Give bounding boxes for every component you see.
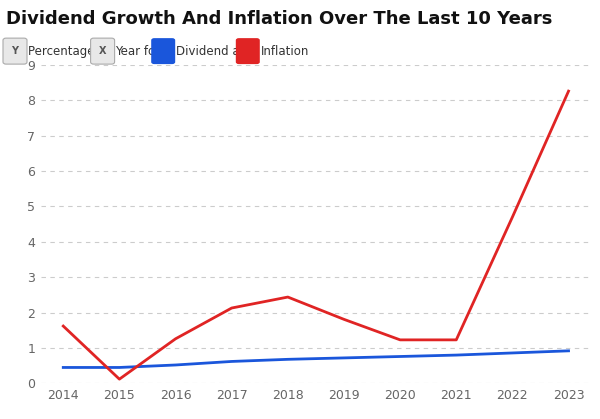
Text: Inflation: Inflation bbox=[260, 44, 309, 58]
Text: Dividend and: Dividend and bbox=[176, 44, 254, 58]
Text: Y: Y bbox=[11, 46, 19, 56]
Text: Year for: Year for bbox=[115, 44, 160, 58]
Text: Percentage by: Percentage by bbox=[28, 44, 112, 58]
Text: Dividend Growth And Inflation Over The Last 10 Years: Dividend Growth And Inflation Over The L… bbox=[6, 10, 553, 28]
Text: X: X bbox=[99, 46, 106, 56]
